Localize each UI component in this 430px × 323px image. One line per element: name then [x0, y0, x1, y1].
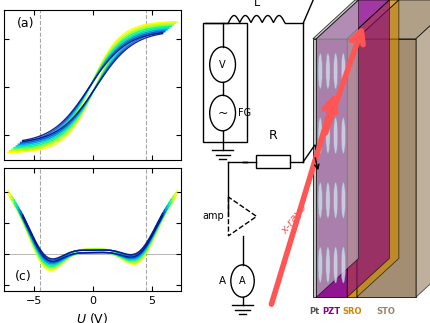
Polygon shape	[416, 0, 430, 297]
Ellipse shape	[318, 182, 322, 218]
Polygon shape	[356, 39, 416, 297]
Text: L: L	[253, 0, 260, 8]
Ellipse shape	[341, 182, 345, 218]
Ellipse shape	[318, 247, 322, 283]
Polygon shape	[316, 0, 390, 39]
Text: (a): (a)	[17, 17, 34, 30]
Text: V: V	[219, 60, 226, 69]
Text: PZT: PZT	[323, 307, 341, 316]
Text: R: R	[269, 129, 277, 142]
Ellipse shape	[326, 53, 330, 89]
Text: STO: STO	[377, 307, 396, 316]
Bar	[256, 155, 290, 168]
Text: ~: ~	[217, 107, 228, 120]
Polygon shape	[347, 0, 399, 39]
Bar	[203, 23, 247, 142]
Text: amp: amp	[202, 212, 224, 221]
Text: x-rays: x-rays	[280, 203, 309, 236]
Ellipse shape	[326, 118, 330, 154]
Ellipse shape	[341, 247, 345, 283]
Ellipse shape	[326, 182, 330, 218]
Polygon shape	[347, 39, 356, 297]
Polygon shape	[316, 0, 359, 297]
X-axis label: $U$ (V): $U$ (V)	[77, 311, 109, 323]
Text: Pt: Pt	[310, 307, 320, 316]
Ellipse shape	[318, 118, 322, 154]
Polygon shape	[313, 0, 359, 39]
Text: (c): (c)	[15, 270, 32, 283]
Polygon shape	[313, 39, 316, 297]
Text: A: A	[219, 276, 226, 286]
Ellipse shape	[334, 118, 338, 154]
Ellipse shape	[341, 118, 345, 154]
Text: FG: FG	[238, 108, 251, 118]
Polygon shape	[356, 0, 399, 297]
Ellipse shape	[341, 53, 345, 89]
Ellipse shape	[326, 247, 330, 283]
Polygon shape	[347, 0, 390, 297]
Polygon shape	[356, 0, 430, 39]
Ellipse shape	[334, 53, 338, 89]
Ellipse shape	[334, 247, 338, 283]
Ellipse shape	[318, 53, 322, 89]
Text: SRO: SRO	[342, 307, 362, 316]
Polygon shape	[316, 39, 347, 297]
Ellipse shape	[334, 182, 338, 218]
Text: A: A	[239, 276, 246, 286]
